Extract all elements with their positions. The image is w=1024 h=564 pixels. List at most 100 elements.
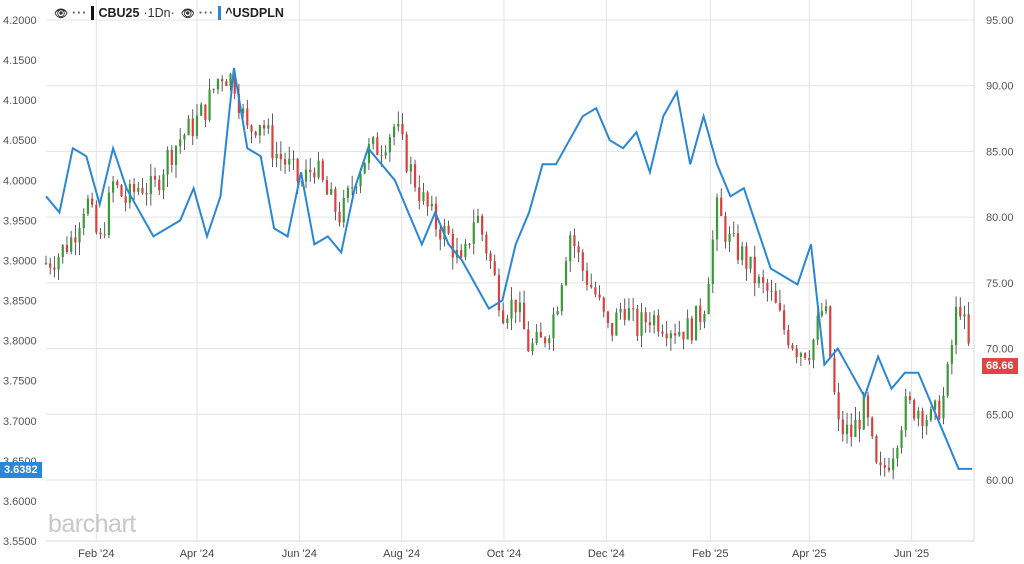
candle-body xyxy=(757,276,761,284)
candle xyxy=(413,159,417,192)
candle-body xyxy=(183,135,186,140)
candle xyxy=(304,159,308,189)
candle-body xyxy=(808,357,811,361)
candle xyxy=(95,200,98,235)
candle xyxy=(678,320,681,337)
candle xyxy=(527,321,530,353)
candle xyxy=(913,398,916,421)
candle-body xyxy=(636,308,639,336)
candle xyxy=(673,323,677,344)
candle-body xyxy=(476,215,480,223)
candle-body xyxy=(753,256,756,284)
candle xyxy=(854,406,857,438)
candle-body xyxy=(221,79,224,82)
candle-body xyxy=(49,263,52,268)
candle-body xyxy=(313,172,316,178)
candle-body xyxy=(699,305,702,322)
candle xyxy=(753,245,756,297)
candle-body xyxy=(132,183,136,192)
candle-body xyxy=(967,314,970,344)
candle xyxy=(195,104,199,139)
candle-body xyxy=(816,315,819,340)
candle-body xyxy=(493,261,496,275)
candle xyxy=(309,158,312,182)
candle-body xyxy=(334,189,337,212)
candle-body xyxy=(145,193,148,195)
candle-body xyxy=(590,284,593,288)
candle-body xyxy=(762,276,765,283)
left-tick-label: 4.1500 xyxy=(3,55,37,67)
candle-body xyxy=(619,308,622,313)
candle xyxy=(598,285,601,301)
candle-body xyxy=(447,225,450,234)
candle-body xyxy=(254,131,257,136)
x-tick-label: Feb '25 xyxy=(692,548,728,560)
candle xyxy=(187,115,190,136)
candle xyxy=(82,208,85,236)
legend-series-usdpln[interactable]: 👁 ··· ^USDPLN xyxy=(181,6,284,20)
candle-body xyxy=(514,299,517,313)
candle xyxy=(665,320,668,347)
candle xyxy=(896,445,899,467)
candle xyxy=(762,269,765,294)
candle-body xyxy=(279,153,282,160)
candle xyxy=(824,299,828,315)
left-tick-label: 3.7000 xyxy=(3,416,37,428)
left-tick-label: 4.1000 xyxy=(3,95,37,107)
candle-body xyxy=(384,152,387,156)
candle-body xyxy=(913,400,916,419)
candle-body xyxy=(212,89,215,91)
candle xyxy=(460,244,463,259)
cbu25-candles xyxy=(44,67,970,480)
candle xyxy=(694,305,698,341)
candle xyxy=(791,342,794,351)
candle xyxy=(397,111,400,132)
candle xyxy=(699,298,702,331)
candle-body xyxy=(439,229,442,240)
candle xyxy=(351,175,354,196)
candle xyxy=(866,391,870,427)
candle-body xyxy=(229,73,232,86)
candle xyxy=(137,182,140,196)
right-tick-label: 80.00 xyxy=(986,212,1014,224)
legend-timeframe[interactable]: ·1Dn· xyxy=(143,6,175,20)
candle xyxy=(212,88,215,94)
candle xyxy=(640,303,643,348)
candle-body xyxy=(539,331,542,338)
candle xyxy=(829,305,832,360)
candle xyxy=(74,224,77,256)
candle xyxy=(174,144,178,178)
candle-body xyxy=(342,197,345,223)
candle-body xyxy=(112,181,115,193)
candle xyxy=(611,323,614,342)
candle xyxy=(447,220,450,235)
more-icon[interactable]: ··· xyxy=(198,6,215,20)
left-tick-label: 4.0000 xyxy=(3,175,37,187)
candle-body xyxy=(233,73,236,94)
candle xyxy=(476,208,480,224)
more-icon[interactable]: ··· xyxy=(71,6,88,20)
candle-body xyxy=(380,154,383,156)
candle-body xyxy=(653,315,656,326)
candle xyxy=(690,315,693,345)
candle-body xyxy=(648,322,652,326)
candle-body xyxy=(611,323,614,336)
candle xyxy=(489,250,492,269)
candle-body xyxy=(187,118,190,136)
candle-body xyxy=(174,146,178,165)
candle-body xyxy=(158,179,161,191)
candle-body xyxy=(422,192,425,202)
candle xyxy=(602,296,605,318)
legend-series-cbu25[interactable]: 👁 ··· CBU25 ·1Dn· xyxy=(54,6,175,20)
candle xyxy=(703,310,706,329)
candle xyxy=(841,410,844,442)
candle xyxy=(950,339,953,375)
x-tick-label: Apr '25 xyxy=(792,548,827,560)
eye-icon[interactable]: 👁 xyxy=(54,7,68,20)
candle-body xyxy=(556,311,559,315)
candle-body xyxy=(858,419,861,430)
candle-body xyxy=(946,363,949,396)
candle-body xyxy=(824,306,828,312)
eye-icon[interactable]: 👁 xyxy=(180,7,195,20)
